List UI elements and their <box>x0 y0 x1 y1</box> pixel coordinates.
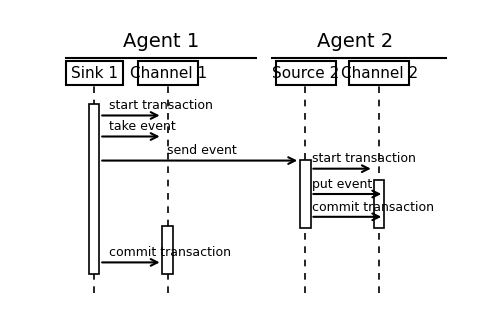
Text: Channel 1: Channel 1 <box>130 65 206 81</box>
Text: Agent 1: Agent 1 <box>123 32 200 51</box>
Bar <box>349 61 410 85</box>
Bar <box>162 226 173 274</box>
Text: start transaction: start transaction <box>312 152 416 165</box>
Bar <box>276 61 336 85</box>
Text: Agent 2: Agent 2 <box>317 32 393 51</box>
Bar <box>138 61 198 85</box>
Bar <box>66 61 122 85</box>
Text: send event: send event <box>167 144 237 157</box>
Bar <box>300 160 310 228</box>
Bar <box>89 104 100 274</box>
Text: Sink 1: Sink 1 <box>71 65 118 81</box>
Text: start transaction: start transaction <box>109 99 213 112</box>
Text: put event: put event <box>312 178 372 191</box>
Text: Channel 2: Channel 2 <box>340 65 418 81</box>
Text: commit transaction: commit transaction <box>109 246 231 259</box>
Text: Source 2: Source 2 <box>272 65 340 81</box>
Bar <box>374 180 384 228</box>
Text: take event: take event <box>109 120 176 133</box>
Text: commit transaction: commit transaction <box>312 200 434 214</box>
